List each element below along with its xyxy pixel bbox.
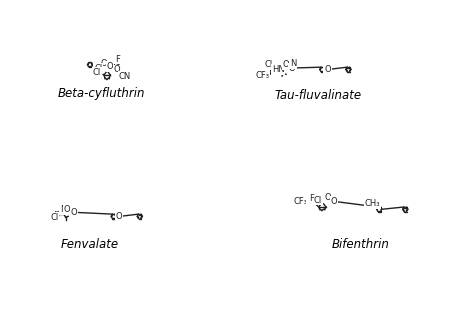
Text: Tau-fluvalinate: Tau-fluvalinate xyxy=(274,89,361,102)
Text: HN: HN xyxy=(272,65,284,74)
Text: F: F xyxy=(309,194,314,203)
Text: Bifenthrin: Bifenthrin xyxy=(331,238,389,251)
Text: O: O xyxy=(330,197,337,206)
Text: O: O xyxy=(100,59,107,68)
Text: Cl: Cl xyxy=(94,64,102,73)
Text: Beta-cyfluthrin: Beta-cyfluthrin xyxy=(58,87,146,100)
Text: F: F xyxy=(115,55,120,63)
Text: Cl: Cl xyxy=(50,213,58,222)
Text: N: N xyxy=(60,205,66,214)
Text: O: O xyxy=(283,60,289,69)
Text: O: O xyxy=(116,212,122,221)
Text: CN: CN xyxy=(118,71,131,81)
Text: O: O xyxy=(324,65,331,74)
Text: O: O xyxy=(289,63,295,72)
Text: Cl: Cl xyxy=(314,196,322,204)
Text: CH₃: CH₃ xyxy=(365,199,380,208)
Text: Fenvalate: Fenvalate xyxy=(61,238,119,251)
Text: F: F xyxy=(307,194,312,203)
Text: Cl: Cl xyxy=(93,68,101,77)
Text: Cl: Cl xyxy=(264,60,273,69)
Text: N: N xyxy=(290,59,296,68)
Text: O: O xyxy=(107,62,113,71)
Text: O: O xyxy=(113,65,120,74)
Text: O: O xyxy=(324,193,331,202)
Text: CF₃: CF₃ xyxy=(255,71,269,80)
Text: O: O xyxy=(70,208,77,217)
Text: O: O xyxy=(64,205,71,214)
Text: CF₃: CF₃ xyxy=(294,197,308,206)
